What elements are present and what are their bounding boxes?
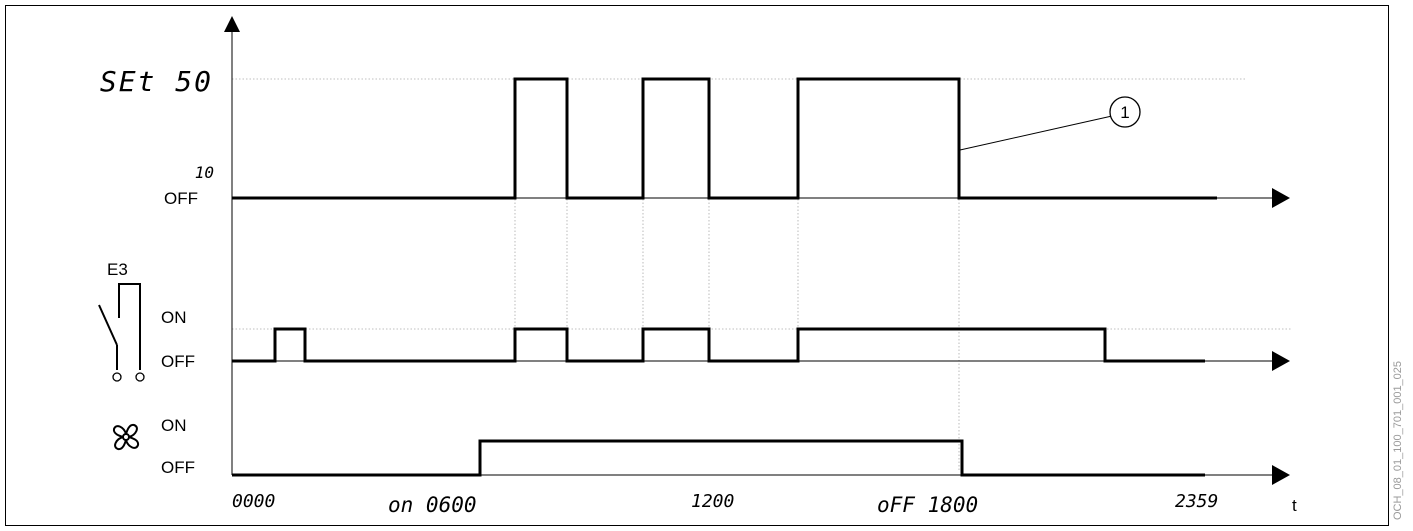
fan-on-label: ON: [161, 416, 187, 435]
contact-off-label: OFF: [161, 352, 195, 371]
fan-signal-trace: [232, 439, 1205, 477]
diagram-frame: [5, 5, 1389, 526]
time-axis-symbol: t: [1292, 496, 1297, 515]
fan-icon: [112, 423, 140, 451]
contact-on-label: ON: [161, 308, 187, 327]
top-signal-trace: [232, 77, 1217, 200]
time-tick-off: oFF 1800: [877, 493, 978, 517]
time-tick-end: 2359: [1175, 491, 1218, 512]
switch-contact-icon: [98, 283, 145, 382]
time-tick-on: on 0600: [388, 493, 477, 517]
vertical-guide-lines: [514, 80, 960, 470]
contact-signal-trace: [232, 327, 1205, 363]
top-off-label: OFF: [164, 189, 198, 208]
time-tick-start: 0000: [232, 491, 275, 512]
document-id: OCH_08_01_100_701_001_025: [1392, 360, 1404, 520]
set-value-label: SEt 50: [100, 65, 213, 98]
callout-circle: [1109, 96, 1141, 128]
callout-leader-line: [959, 115, 1113, 151]
contact-name-label: E3: [107, 260, 128, 279]
callout-number: 1: [1120, 103, 1129, 122]
time-tick-mid: 1200: [691, 491, 734, 512]
fan-off-label: OFF: [161, 458, 195, 477]
level-label: 10: [195, 163, 214, 182]
vertical-axis-arrow-icon: [224, 16, 240, 32]
